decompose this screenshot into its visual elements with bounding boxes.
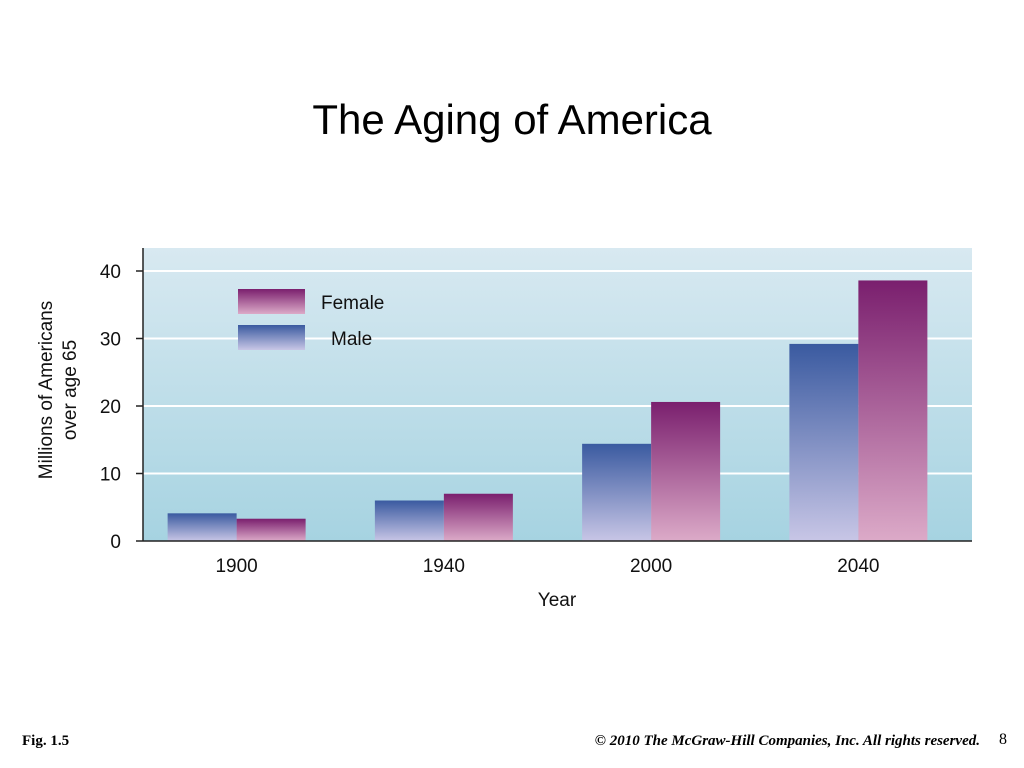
slide-title: The Aging of America — [312, 96, 712, 143]
bar-male-1940 — [374, 500, 444, 541]
y-tick-label: 0 — [110, 532, 121, 553]
y-axis-title-line: Millions of Americans — [36, 301, 57, 479]
bar-female-1940 — [443, 493, 513, 541]
x-axis-title: Year — [538, 590, 577, 611]
legend-swatch-male — [238, 325, 305, 350]
bars — [167, 280, 928, 541]
legend-label-male: Male — [331, 329, 372, 350]
x-tick-label: 2040 — [837, 556, 879, 577]
x-tick-label: 1900 — [215, 556, 257, 577]
bar-male-1900 — [167, 513, 237, 541]
x-tick-label: 2000 — [630, 556, 672, 577]
y-tick-label: 20 — [100, 397, 121, 418]
bar-female-2000 — [651, 401, 721, 541]
bar-male-2040 — [789, 343, 859, 541]
y-tick-label: 10 — [100, 465, 121, 486]
figure-label: Fig. 1.5 — [22, 733, 70, 749]
legend-label-female: Female — [321, 293, 384, 314]
y-tick-label: 40 — [100, 262, 121, 283]
y-tick-label: 30 — [100, 330, 121, 351]
legend-swatch-female — [238, 289, 305, 314]
legend: Female Male — [238, 289, 384, 350]
bar-female-1900 — [236, 518, 306, 541]
x-tick-labels: 1900 1940 2000 2040 — [215, 556, 879, 577]
y-axis-title: Millions of Americans over age 65 — [36, 301, 81, 479]
x-tick-label: 1940 — [423, 556, 465, 577]
y-tick-labels: 0 10 20 30 40 — [100, 262, 143, 553]
bar-male-2000 — [582, 443, 652, 541]
bar-female-2040 — [858, 280, 928, 541]
copyright-notice: © 2010 The McGraw-Hill Companies, Inc. A… — [594, 733, 980, 749]
page-number: 8 — [999, 731, 1007, 748]
y-axis-title-line: over age 65 — [60, 340, 81, 440]
